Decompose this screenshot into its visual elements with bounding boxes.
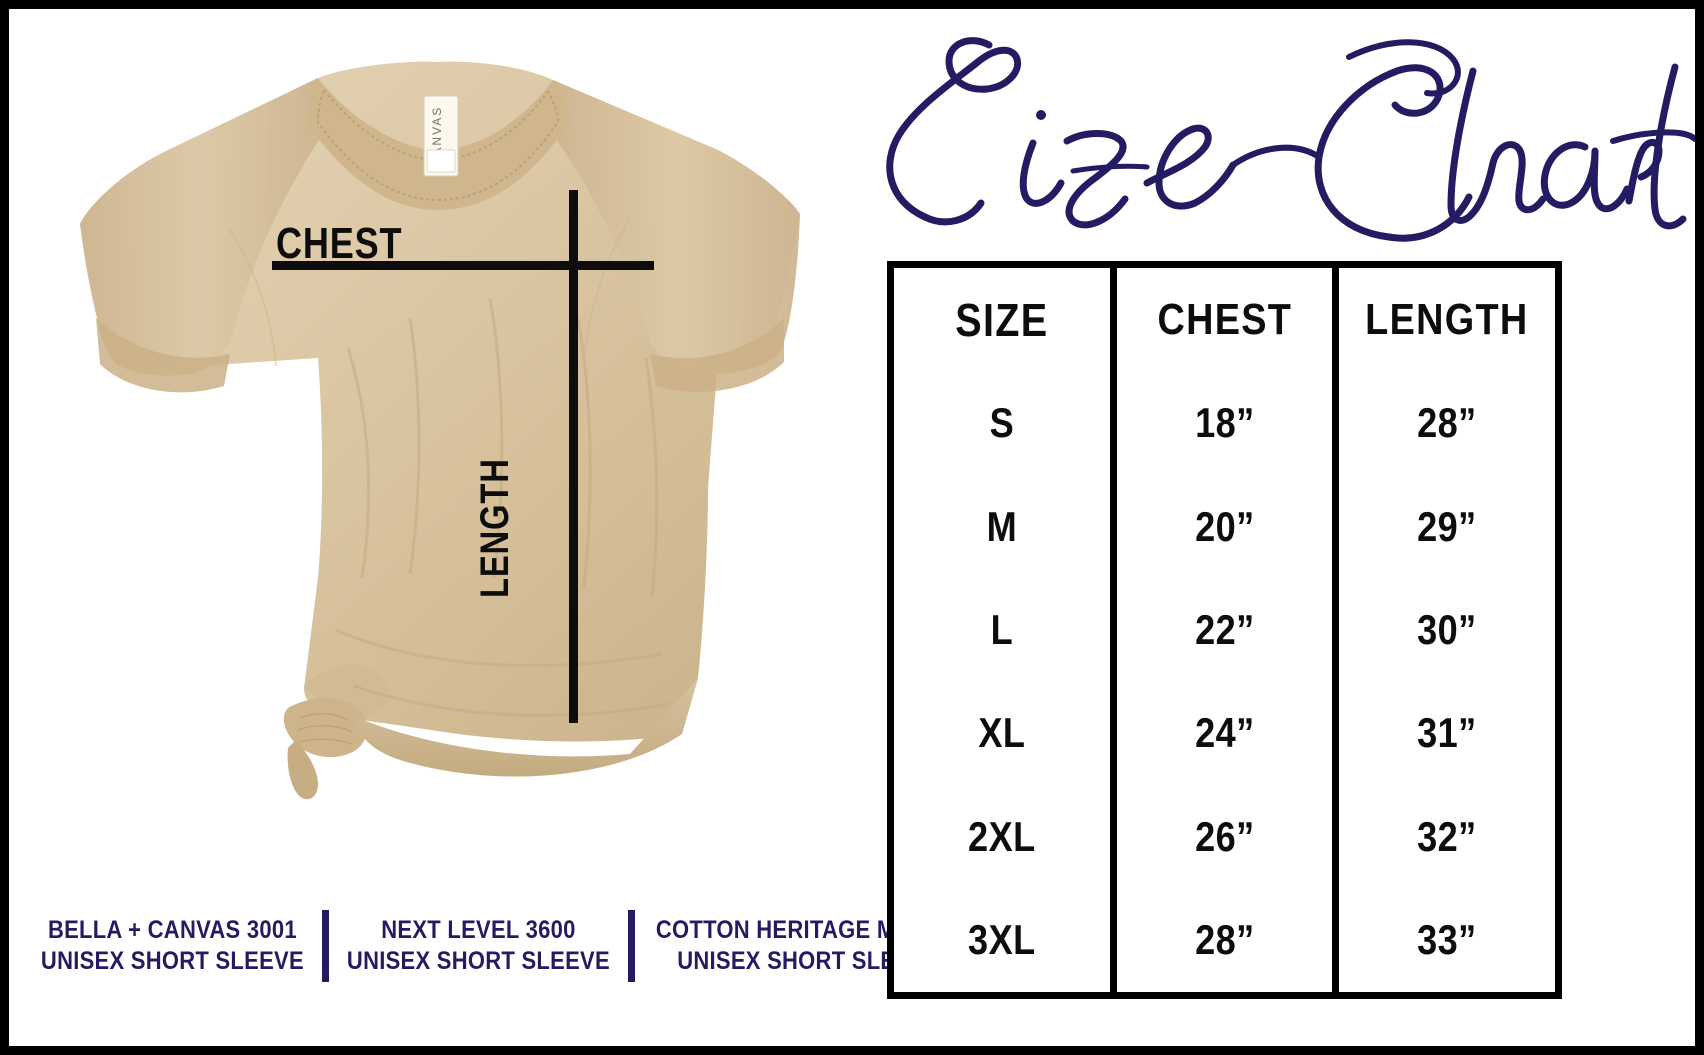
size-chart-script-lettering	[886, 37, 1695, 242]
table-cell-chest: 24”	[1194, 709, 1255, 757]
column-header-length: LENGTH	[1365, 294, 1529, 344]
table-cell-length: 31”	[1417, 709, 1477, 757]
length-measure-label: LENGTH	[473, 458, 517, 598]
table-cell-chest: 26”	[1194, 812, 1255, 860]
column-header-size: SIZE	[955, 293, 1049, 346]
table-cell-chest: 28”	[1194, 916, 1255, 964]
brand-divider	[627, 910, 635, 982]
tshirt-illustration: CANVAS	[18, 18, 828, 878]
table-cell-size: M	[986, 502, 1018, 550]
table-cell-length: 28”	[1417, 399, 1477, 447]
chest-measure-label: CHEST	[276, 219, 403, 268]
column-chest: CHEST 18” 20” 22” 24” 26” 28”	[1109, 268, 1333, 992]
table-cell-length: 29”	[1417, 502, 1477, 550]
table-cell-chest: 22”	[1194, 605, 1255, 653]
brand-list: BELLA + CANVAS 3001 UNISEX SHORT SLEEVE …	[23, 891, 961, 1001]
column-header-chest: CHEST	[1157, 294, 1292, 344]
column-size: SIZE S M L XL 2XL 3XL	[894, 268, 1110, 992]
chest-measure-line	[272, 261, 654, 270]
brand-item-bella-canvas: BELLA + CANVAS 3001 UNISEX SHORT SLEEVE	[41, 915, 304, 978]
table-cell-length: 33”	[1417, 916, 1477, 964]
brand-name: BELLA + CANVAS 3001	[47, 915, 297, 944]
table-cell-length: 30”	[1417, 605, 1477, 653]
length-measure-line	[569, 190, 578, 723]
brand-subtitle: UNISEX SHORT SLEEVE	[40, 947, 304, 975]
brand-item-next-level: NEXT LEVEL 3600 UNISEX SHORT SLEEVE	[347, 915, 610, 978]
table-cell-size: 2XL	[968, 812, 1036, 860]
table-cell-chest: 18”	[1194, 399, 1255, 447]
page-title	[829, 31, 1695, 246]
tshirt-image: CANVAS	[80, 61, 800, 800]
table-cell-chest: 20”	[1194, 502, 1255, 550]
table-cell-size: S	[989, 399, 1015, 447]
column-length: LENGTH 28” 29” 30” 31” 32” 33”	[1332, 268, 1555, 992]
brand-divider	[321, 910, 329, 982]
size-table: SIZE S M L XL 2XL 3XL CHEST 18” 20” 22” …	[887, 261, 1562, 999]
table-cell-size: XL	[978, 709, 1026, 757]
table-cell-size: L	[990, 605, 1014, 653]
table-cell-size: 3XL	[968, 916, 1036, 964]
brand-subtitle: UNISEX SHORT SLEEVE	[346, 947, 610, 975]
brand-name: NEXT LEVEL 3600	[381, 915, 576, 944]
table-cell-length: 32”	[1417, 812, 1477, 860]
